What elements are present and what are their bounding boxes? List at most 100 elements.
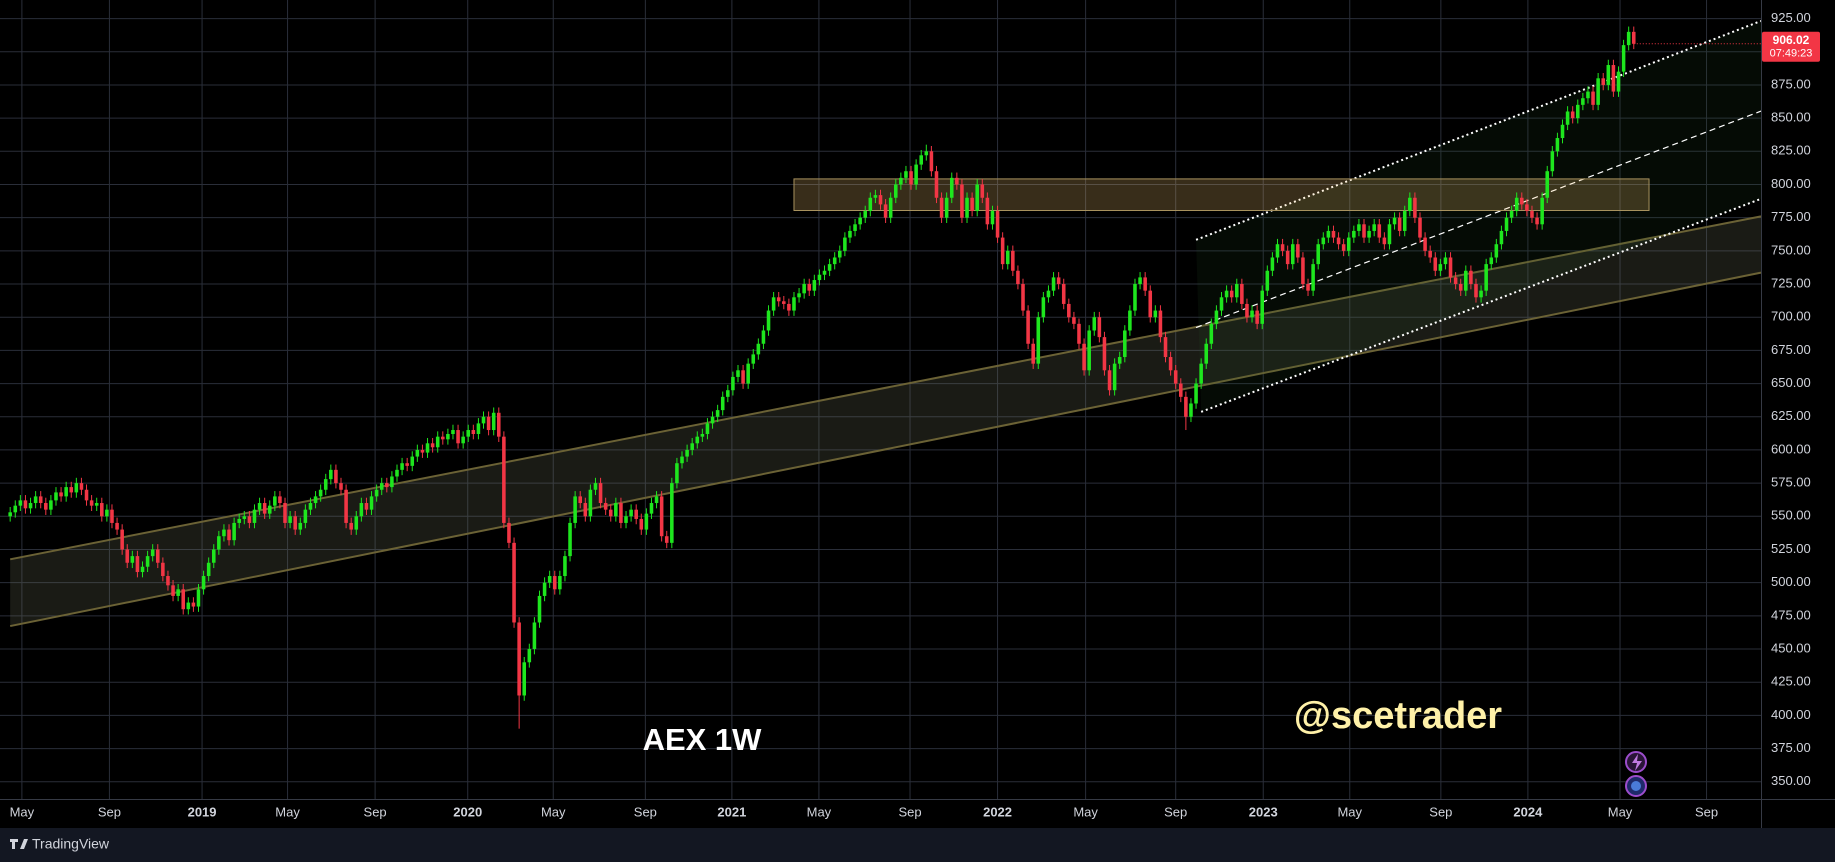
candle-body: [1245, 303, 1249, 318]
candle-body: [1133, 284, 1137, 311]
candle-body: [13, 505, 18, 513]
candle-body: [970, 197, 974, 212]
candle-body: [1586, 91, 1590, 99]
candle-body: [990, 211, 995, 225]
candle-body: [303, 509, 308, 523]
candle-body: [1362, 224, 1366, 238]
x-tick-label: 2019: [188, 804, 217, 819]
candle-body: [700, 434, 705, 437]
candle-body: [766, 310, 771, 331]
candle-body: [588, 489, 593, 517]
candle-body: [654, 496, 659, 504]
candle-body: [390, 476, 394, 488]
x-tick-label: Sep: [1695, 804, 1718, 819]
candle-body: [812, 280, 817, 291]
candle-body: [558, 576, 562, 590]
candle-body: [868, 197, 873, 212]
candle-body: [54, 492, 58, 501]
candle-body: [323, 479, 328, 490]
candle-body: [1097, 317, 1102, 338]
x-tick-label: Sep: [898, 804, 921, 819]
candle-body: [196, 589, 201, 607]
candle-body: [38, 496, 43, 504]
candle-body: [634, 509, 638, 519]
candle-body: [883, 204, 888, 218]
candle-body: [105, 509, 109, 517]
candle-body: [28, 503, 33, 509]
candle-body: [1168, 357, 1173, 371]
candle-body: [782, 301, 786, 304]
candle-body: [1626, 31, 1631, 46]
candle-body: [1494, 244, 1499, 258]
y-tick-label: 425.00: [1771, 674, 1811, 689]
candle-body: [1631, 31, 1636, 44]
candle-body: [181, 589, 186, 610]
candle-body: [59, 492, 63, 497]
candle-body: [1117, 357, 1122, 364]
candle-body: [1530, 211, 1534, 218]
candle-body: [614, 503, 618, 517]
candle-body: [1428, 250, 1432, 258]
x-tick-label: May: [1337, 804, 1362, 819]
candle-body: [8, 512, 12, 517]
icon-glyph: [1632, 754, 1642, 771]
candle-body: [1123, 330, 1127, 358]
candle-body: [89, 500, 94, 506]
candle-body: [471, 430, 476, 435]
x-tick-label: Sep: [98, 804, 121, 819]
candle-body: [944, 197, 949, 218]
candle-body: [1234, 284, 1239, 298]
y-tick-label: 575.00: [1771, 475, 1811, 490]
candle-body: [1285, 250, 1290, 265]
candle-body: [267, 505, 272, 514]
candle-body: [247, 516, 252, 523]
candle-body: [359, 503, 364, 517]
candle-body: [1352, 230, 1356, 238]
candle-body: [339, 483, 343, 490]
candle-body: [1514, 197, 1519, 212]
x-tick-label: Sep: [1429, 804, 1452, 819]
candle-body: [1469, 270, 1473, 285]
icon-glyph: [1631, 781, 1641, 791]
x-tick-label: May: [1073, 804, 1098, 819]
y-tick-label: 800.00: [1771, 176, 1811, 191]
band-edge: [1195, 20, 1762, 241]
candle-body: [1021, 284, 1025, 311]
candle-body: [410, 456, 415, 466]
candle-body: [1173, 370, 1178, 384]
candle-body: [1509, 211, 1514, 218]
candle-body: [1397, 217, 1402, 231]
candle-body: [283, 503, 287, 523]
y-tick-label: 925.00: [1771, 10, 1811, 25]
candle-body: [145, 556, 150, 567]
candle-body: [1367, 230, 1371, 238]
candle-body: [1326, 230, 1331, 238]
candle-body: [135, 556, 140, 573]
candle-body: [308, 503, 313, 510]
candle-body: [909, 171, 913, 185]
candle-body: [364, 503, 369, 510]
y-tick-label: 850.00: [1771, 110, 1811, 125]
candle-body: [1224, 290, 1229, 298]
brand[interactable]: TradingView: [10, 836, 110, 852]
candle-body: [863, 211, 868, 218]
candle-body: [405, 463, 409, 466]
candle-body: [110, 509, 114, 523]
watermark: @scetrader: [1294, 695, 1502, 737]
candle-body: [400, 463, 404, 470]
candle-body: [1423, 237, 1427, 251]
candle-body: [705, 423, 710, 435]
candle-body: [1026, 310, 1030, 344]
candle-body: [670, 483, 674, 543]
candle-body: [1560, 124, 1565, 139]
y-tick-label: 700.00: [1771, 309, 1811, 324]
candle-body: [532, 622, 537, 650]
candle-body: [166, 576, 170, 586]
candle-body: [49, 500, 53, 510]
candle-body: [1499, 230, 1504, 245]
candle-body: [211, 549, 216, 563]
candle-body: [1204, 343, 1209, 364]
candle-body: [848, 230, 852, 238]
band-fill: [10, 216, 1761, 627]
